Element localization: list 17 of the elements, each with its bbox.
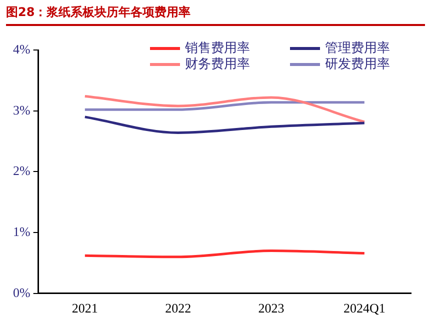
line-series xyxy=(84,250,366,258)
legend-label: 财务费用率 xyxy=(185,55,250,73)
x-tick-label: 2021 xyxy=(72,300,98,316)
y-tick-label: 3% xyxy=(12,102,30,118)
y-tick-label: 1% xyxy=(12,224,30,239)
y-tick-label: 4% xyxy=(12,41,30,56)
legend-label: 研发费用率 xyxy=(325,55,390,73)
legend-label: 销售费用率 xyxy=(185,39,250,57)
y-tick-label: 0% xyxy=(12,284,30,300)
line-series xyxy=(84,94,366,124)
line-series xyxy=(84,116,366,134)
x-tick-label: 2024Q1 xyxy=(343,300,386,316)
chart-title: 图28：浆纸系板块历年各项费用率 xyxy=(6,4,425,26)
legend-label: 管理费用率 xyxy=(325,39,390,57)
y-tick-label: 2% xyxy=(12,163,30,178)
x-tick-label: 2023 xyxy=(258,300,284,316)
x-tick-label: 2022 xyxy=(165,300,192,316)
